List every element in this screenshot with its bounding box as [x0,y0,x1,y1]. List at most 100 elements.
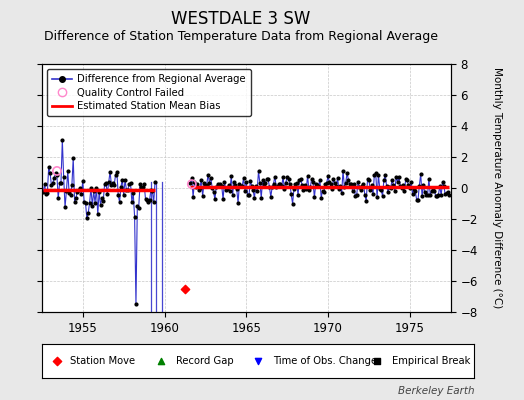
Point [151,178,159,185]
Point [72,195,80,201]
Point [60,174,68,181]
Point [125,181,133,187]
Point [91,200,99,206]
Point [108,180,117,186]
Text: Record Gap: Record Gap [176,356,234,366]
Point [287,191,296,198]
Point [366,186,375,193]
Point [216,181,225,187]
Point [188,181,196,187]
Point [384,188,392,195]
Point [423,192,432,199]
Point [115,199,124,205]
Point [249,187,257,193]
Point [204,172,212,178]
Point [429,185,437,192]
Point [101,181,109,188]
Point [107,181,116,188]
Point [269,180,278,187]
Point [239,175,248,182]
Point [396,182,405,189]
Point [141,196,150,202]
Text: WESTDALE 3 SW: WESTDALE 3 SW [171,10,311,28]
Point [80,198,89,205]
Point [278,183,286,190]
Point [292,180,301,186]
Point [276,181,285,188]
Text: Station Move: Station Move [70,356,135,366]
Point [306,184,314,190]
Point [440,183,448,190]
Point [186,180,194,186]
Point [106,169,114,175]
Point [97,195,106,202]
Point [261,180,269,186]
Point [355,184,364,190]
Point [224,182,233,188]
Point [103,190,112,197]
Point [267,194,275,200]
Point [76,185,84,192]
Point [117,184,125,190]
Point [145,197,154,203]
Point [339,168,347,174]
Point [254,168,263,174]
Point [50,174,58,181]
Point [81,200,90,206]
Point [133,203,141,210]
Point [118,177,126,183]
Point [286,180,294,187]
Point [373,358,381,364]
Point [121,177,129,183]
Point [114,192,123,198]
Point [190,179,199,186]
Point [326,180,335,187]
Point [299,186,308,193]
Point [61,204,69,210]
Point [329,176,337,182]
Point [437,192,445,198]
Point [312,181,320,187]
Point [389,182,398,188]
Point [212,184,221,190]
Point [442,190,451,196]
Point [321,181,330,188]
Point [149,199,158,206]
Point [400,188,409,194]
Legend: Difference from Regional Average, Quality Control Failed, Estimated Station Mean: Difference from Regional Average, Qualit… [47,69,250,116]
Point [67,192,75,198]
Point [58,137,67,143]
Point [348,187,357,194]
Point [362,198,370,204]
Point [431,193,440,199]
Point [119,192,128,198]
Point [358,183,366,189]
Point [148,188,157,194]
Point [340,184,348,190]
Point [250,195,259,201]
Point [79,178,87,184]
Point [226,188,234,194]
Point [410,186,418,192]
Point [130,213,139,220]
Point [350,181,358,187]
Point [265,184,274,190]
Point [54,195,62,202]
Point [43,190,51,196]
Text: Difference of Station Temperature Data from Regional Average: Difference of Station Temperature Data f… [44,30,438,43]
Point [247,183,256,189]
Point [157,358,165,364]
Point [92,185,101,191]
Point [57,180,65,186]
Point [414,197,422,203]
Point [143,197,151,203]
Point [237,183,245,189]
Point [137,184,146,190]
Point [181,286,189,292]
Point [291,180,300,187]
Point [268,184,276,190]
Point [49,180,57,186]
Point [111,172,119,178]
Point [301,182,309,188]
Point [99,198,107,204]
